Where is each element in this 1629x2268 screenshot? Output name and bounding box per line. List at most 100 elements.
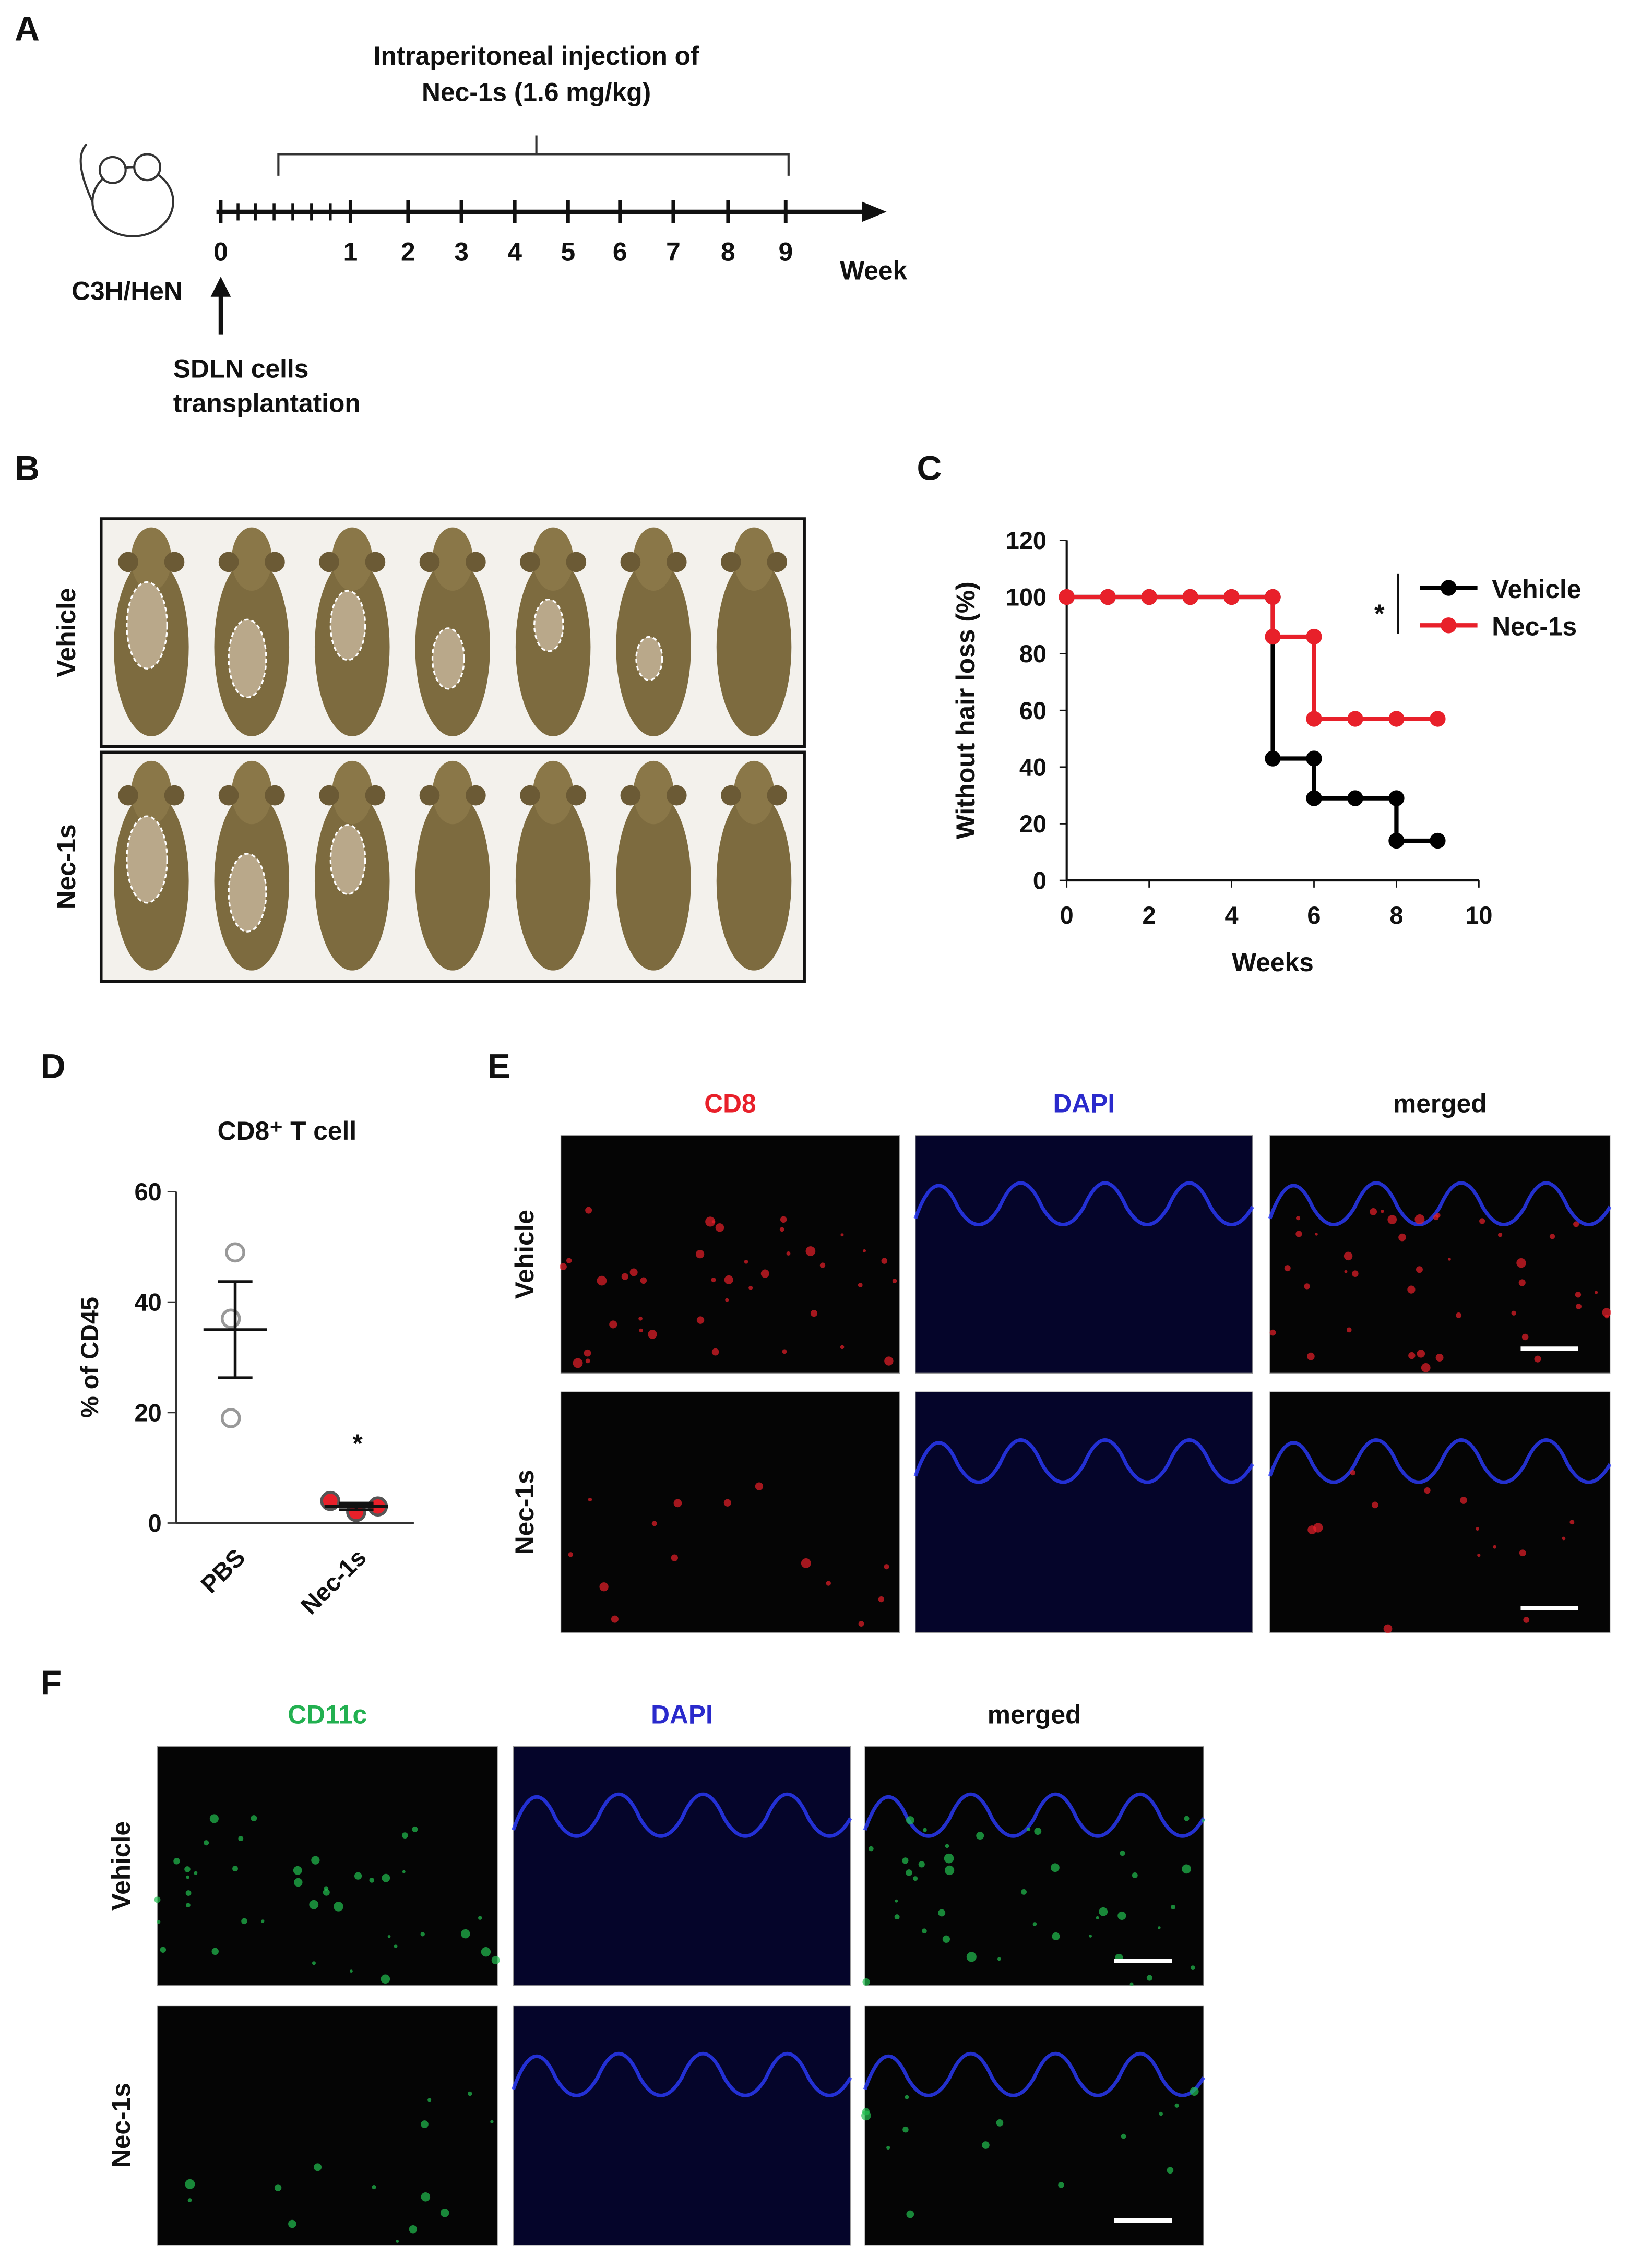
stain-spot [1493, 1545, 1497, 1549]
stain-spot [440, 2209, 449, 2217]
stain-spot [1456, 1312, 1462, 1318]
week-label: 7 [666, 237, 681, 267]
stain-spot [204, 1840, 209, 1846]
stain-spot [1184, 1816, 1190, 1821]
stain-spot [560, 1263, 567, 1270]
mouse-photo-ear [218, 552, 239, 572]
micrograph [915, 1391, 1253, 1633]
stain-spot [1034, 1828, 1042, 1835]
stain-spot [1307, 1352, 1315, 1360]
stain-spot [1595, 1291, 1598, 1294]
stain-spot [396, 2240, 399, 2243]
stain-spot [1433, 1214, 1439, 1221]
stain-spot [945, 1865, 955, 1876]
x-tick-label: Nec-1s [295, 1544, 372, 1620]
micrograph [513, 1746, 851, 1986]
lesion-outline [533, 598, 564, 652]
week-label: 2 [401, 237, 415, 267]
lesion-outline [126, 815, 168, 904]
stain-spot [185, 1890, 192, 1896]
stain-spot [1407, 1285, 1416, 1294]
stain-spot [585, 1358, 590, 1364]
stain-spot [209, 1814, 219, 1823]
x-tick-label: 0 [1060, 902, 1074, 929]
mouse-photo-head [633, 527, 674, 591]
micrograph [864, 1746, 1204, 1986]
stain-spot [810, 1310, 818, 1317]
mouse-photo-head [131, 527, 172, 591]
stain-spot [705, 1216, 716, 1227]
error-bar [339, 1501, 374, 1511]
timeline-title: Intraperitoneal injection of [374, 41, 699, 70]
mouse-photo-ear [419, 552, 440, 572]
stain-spot [1417, 1350, 1425, 1358]
stain-spot [1117, 1911, 1126, 1920]
epidermis [512, 1792, 852, 1838]
epidermis [1268, 1181, 1612, 1227]
stain-spot [1032, 1922, 1037, 1926]
group-label: Vehicle [510, 1210, 539, 1299]
stain-spot [173, 1858, 180, 1865]
lesion-outline [329, 824, 366, 895]
stain-spot [639, 1328, 643, 1333]
dot [225, 1242, 245, 1263]
stain-spot [1521, 1333, 1529, 1341]
stain-spot [780, 1216, 787, 1223]
stain-spot [584, 1349, 591, 1357]
stain-spot [1284, 1265, 1291, 1272]
y-axis-label: Without hair loss (%) [951, 581, 980, 839]
stain-spot [211, 1948, 219, 1955]
mouse-photo-ear [319, 785, 339, 806]
stain-spot [381, 1974, 390, 1984]
stain-spot [724, 1275, 733, 1284]
stain-spot [1182, 1864, 1191, 1874]
stain-spot [1414, 1214, 1425, 1224]
stain-spot [490, 2120, 494, 2124]
stain-spot [1604, 1314, 1609, 1319]
stain-spot [1460, 1497, 1467, 1504]
group-label: Nec-1s [510, 1470, 539, 1555]
week-label: 0 [213, 237, 228, 267]
dot [220, 1408, 241, 1428]
stain-spot [1381, 1210, 1384, 1213]
stain-spot [1424, 1487, 1431, 1494]
group-label: Vehicle [52, 588, 81, 677]
micrograph [157, 2005, 498, 2246]
mouse-photo-ear [466, 785, 486, 806]
stain-spot [1146, 1975, 1152, 1981]
stain-spot [311, 1856, 320, 1865]
stain-spot [895, 1899, 898, 1903]
stain-spot [1479, 1218, 1485, 1224]
stain-spot [1602, 1308, 1611, 1317]
micrograph [1269, 1135, 1611, 1374]
stain-spot [481, 1947, 491, 1957]
mouse-photo-head [332, 527, 373, 591]
significance-mark: * [353, 1429, 363, 1458]
mouse-photo-ear [520, 552, 540, 572]
stain-spot [1511, 1310, 1516, 1316]
stain-spot [1158, 1926, 1161, 1929]
x-tick-label: 10 [1465, 902, 1492, 929]
stain-spot [1174, 2103, 1179, 2108]
micrograph [1269, 1391, 1611, 1633]
epidermis [913, 1181, 1254, 1227]
stain-spot [840, 1233, 844, 1237]
mouse-ear [133, 153, 162, 182]
x-axis-label: Weeks [1232, 948, 1314, 977]
stain-spot [723, 1499, 731, 1507]
stain-spot [387, 1935, 391, 1938]
mouse-photo-ear [520, 785, 540, 806]
mouse-photo-head [532, 760, 574, 825]
mouse-photo-head [532, 527, 574, 591]
mouse-photo-ear [620, 785, 641, 806]
mouse-photo-head [633, 760, 674, 825]
stain-spot [334, 1902, 343, 1912]
stain-spot [621, 1273, 628, 1280]
stain-spot [755, 1482, 764, 1490]
significance-mark: * [1374, 599, 1385, 628]
stain-spot [779, 1227, 784, 1232]
stain-spot [154, 1896, 161, 1903]
stain-spot [786, 1251, 791, 1256]
stain-spot [905, 2095, 909, 2099]
stain-spot [826, 1581, 831, 1586]
